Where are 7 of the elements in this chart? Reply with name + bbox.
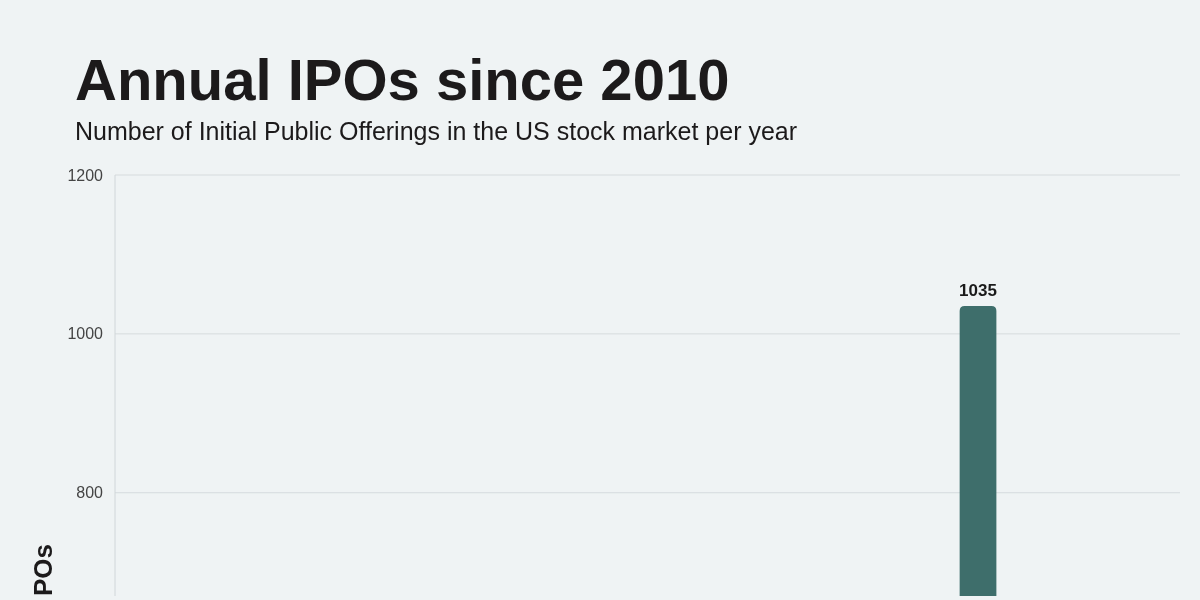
y-axis-title: POs (28, 543, 58, 596)
y-tick-label: 1000 (67, 325, 104, 343)
chart-title: Annual IPOs since 2010 (75, 47, 730, 112)
y-tick-label: 800 (76, 484, 104, 502)
data-label: 1035 (959, 281, 997, 301)
chart-subtitle: Number of Initial Public Offerings in the US stock market per year (75, 117, 798, 145)
y-tick-label: 1200 (67, 166, 104, 184)
